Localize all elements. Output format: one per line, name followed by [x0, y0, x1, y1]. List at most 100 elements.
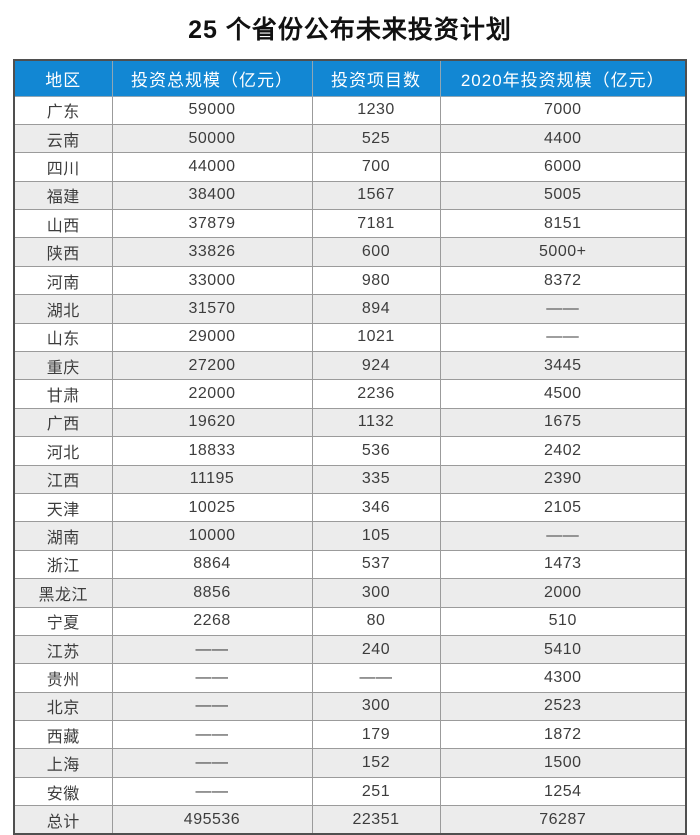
value-cell: 1254: [439, 776, 687, 807]
value-cell: 33000: [111, 265, 313, 296]
table-row: 重庆 27200 924 3445: [13, 351, 687, 381]
value-cell: ——: [311, 663, 441, 693]
region-cell: 四川: [13, 152, 113, 182]
region-cell: 云南: [13, 123, 113, 154]
value-cell: 600: [311, 237, 441, 267]
table-row: 甘肃 22000 2236 4500: [13, 379, 687, 409]
value-cell: 8372: [439, 265, 687, 296]
value-cell: 2000: [439, 578, 687, 608]
region-cell: 福建: [13, 180, 113, 211]
value-cell: 8856: [111, 578, 313, 608]
table-row: 四川 44000 700 6000: [13, 152, 687, 182]
value-cell: 37879: [111, 209, 313, 239]
table-row: 贵州 —— —— 4300: [13, 663, 687, 693]
value-cell: 2402: [439, 436, 687, 466]
value-cell: 1500: [439, 748, 687, 778]
value-cell: 59000: [111, 95, 313, 125]
value-cell: 1567: [311, 180, 441, 211]
value-cell: ——: [111, 720, 313, 750]
value-cell: 251: [311, 776, 441, 807]
table-row: 湖南 10000 105 ——: [13, 521, 687, 551]
region-cell: 浙江: [13, 549, 113, 580]
value-cell: 510: [439, 606, 687, 636]
value-cell: 10000: [111, 521, 313, 551]
value-cell: 22351: [311, 805, 441, 835]
table-row: 福建 38400 1567 5005: [13, 180, 687, 211]
region-cell: 江西: [13, 464, 113, 494]
table-header-row: 地区 投资总规模（亿元） 投资项目数 2020年投资规模（亿元）: [13, 59, 687, 97]
table-row: 湖北 31570 894 ——: [13, 294, 687, 324]
value-cell: 152: [311, 748, 441, 778]
region-cell: 山西: [13, 209, 113, 239]
column-header-0: 地区: [13, 59, 113, 97]
value-cell: ——: [111, 663, 313, 693]
value-cell: 1230: [311, 95, 441, 125]
table-row: 山西 37879 7181 8151: [13, 209, 687, 239]
region-cell: 山东: [13, 322, 113, 353]
value-cell: ——: [439, 521, 687, 551]
table-row: 浙江 8864 537 1473: [13, 549, 687, 580]
table-header: 地区 投资总规模（亿元） 投资项目数 2020年投资规模（亿元）: [13, 59, 687, 97]
region-cell: 西藏: [13, 720, 113, 750]
region-cell: 上海: [13, 748, 113, 778]
value-cell: 27200: [111, 351, 313, 381]
value-cell: 80: [311, 606, 441, 636]
value-cell: 300: [311, 691, 441, 722]
table-row: 天津 10025 346 2105: [13, 492, 687, 523]
table-row: 广东 59000 1230 7000: [13, 95, 687, 125]
value-cell: 5000+: [439, 237, 687, 267]
value-cell: 536: [311, 436, 441, 466]
value-cell: 18833: [111, 436, 313, 466]
value-cell: 31570: [111, 294, 313, 324]
investment-table: 地区 投资总规模（亿元） 投资项目数 2020年投资规模（亿元） 广东 59000 123…: [13, 59, 687, 835]
table-row: 江西 11195 335 2390: [13, 464, 687, 494]
value-cell: ——: [111, 634, 313, 665]
table-row: 广西 19620 1132 1675: [13, 407, 687, 438]
value-cell: 10025: [111, 492, 313, 523]
region-cell: 湖南: [13, 521, 113, 551]
region-cell: 宁夏: [13, 606, 113, 636]
value-cell: 2105: [439, 492, 687, 523]
region-cell: 广东: [13, 95, 113, 125]
value-cell: ——: [111, 748, 313, 778]
table-row: 河南 33000 980 8372: [13, 265, 687, 296]
value-cell: 495536: [111, 805, 313, 835]
table-row: 山东 29000 1021 ——: [13, 322, 687, 353]
value-cell: 2390: [439, 464, 687, 494]
value-cell: 240: [311, 634, 441, 665]
value-cell: 3445: [439, 351, 687, 381]
value-cell: 38400: [111, 180, 313, 211]
column-header-3: 2020年投资规模（亿元）: [439, 59, 687, 97]
value-cell: 525: [311, 123, 441, 154]
value-cell: 1021: [311, 322, 441, 353]
value-cell: 7000: [439, 95, 687, 125]
value-cell: 1872: [439, 720, 687, 750]
value-cell: 76287: [439, 805, 687, 835]
region-cell: 黑龙江: [13, 578, 113, 608]
region-cell: 陕西: [13, 237, 113, 267]
value-cell: 11195: [111, 464, 313, 494]
value-cell: 44000: [111, 152, 313, 182]
value-cell: 4300: [439, 663, 687, 693]
value-cell: 5005: [439, 180, 687, 211]
value-cell: 6000: [439, 152, 687, 182]
value-cell: 179: [311, 720, 441, 750]
value-cell: 4400: [439, 123, 687, 154]
region-cell: 北京: [13, 691, 113, 722]
column-header-1: 投资总规模（亿元）: [111, 59, 313, 97]
value-cell: 50000: [111, 123, 313, 154]
value-cell: 8864: [111, 549, 313, 580]
value-cell: 22000: [111, 379, 313, 409]
value-cell: 7181: [311, 209, 441, 239]
value-cell: 2236: [311, 379, 441, 409]
region-cell: 贵州: [13, 663, 113, 693]
region-cell: 天津: [13, 492, 113, 523]
value-cell: 980: [311, 265, 441, 296]
region-cell: 总计: [13, 805, 113, 835]
value-cell: 29000: [111, 322, 313, 353]
value-cell: 924: [311, 351, 441, 381]
page-title: 25 个省份公布未来投资计划: [188, 16, 512, 44]
value-cell: 1675: [439, 407, 687, 438]
value-cell: 346: [311, 492, 441, 523]
